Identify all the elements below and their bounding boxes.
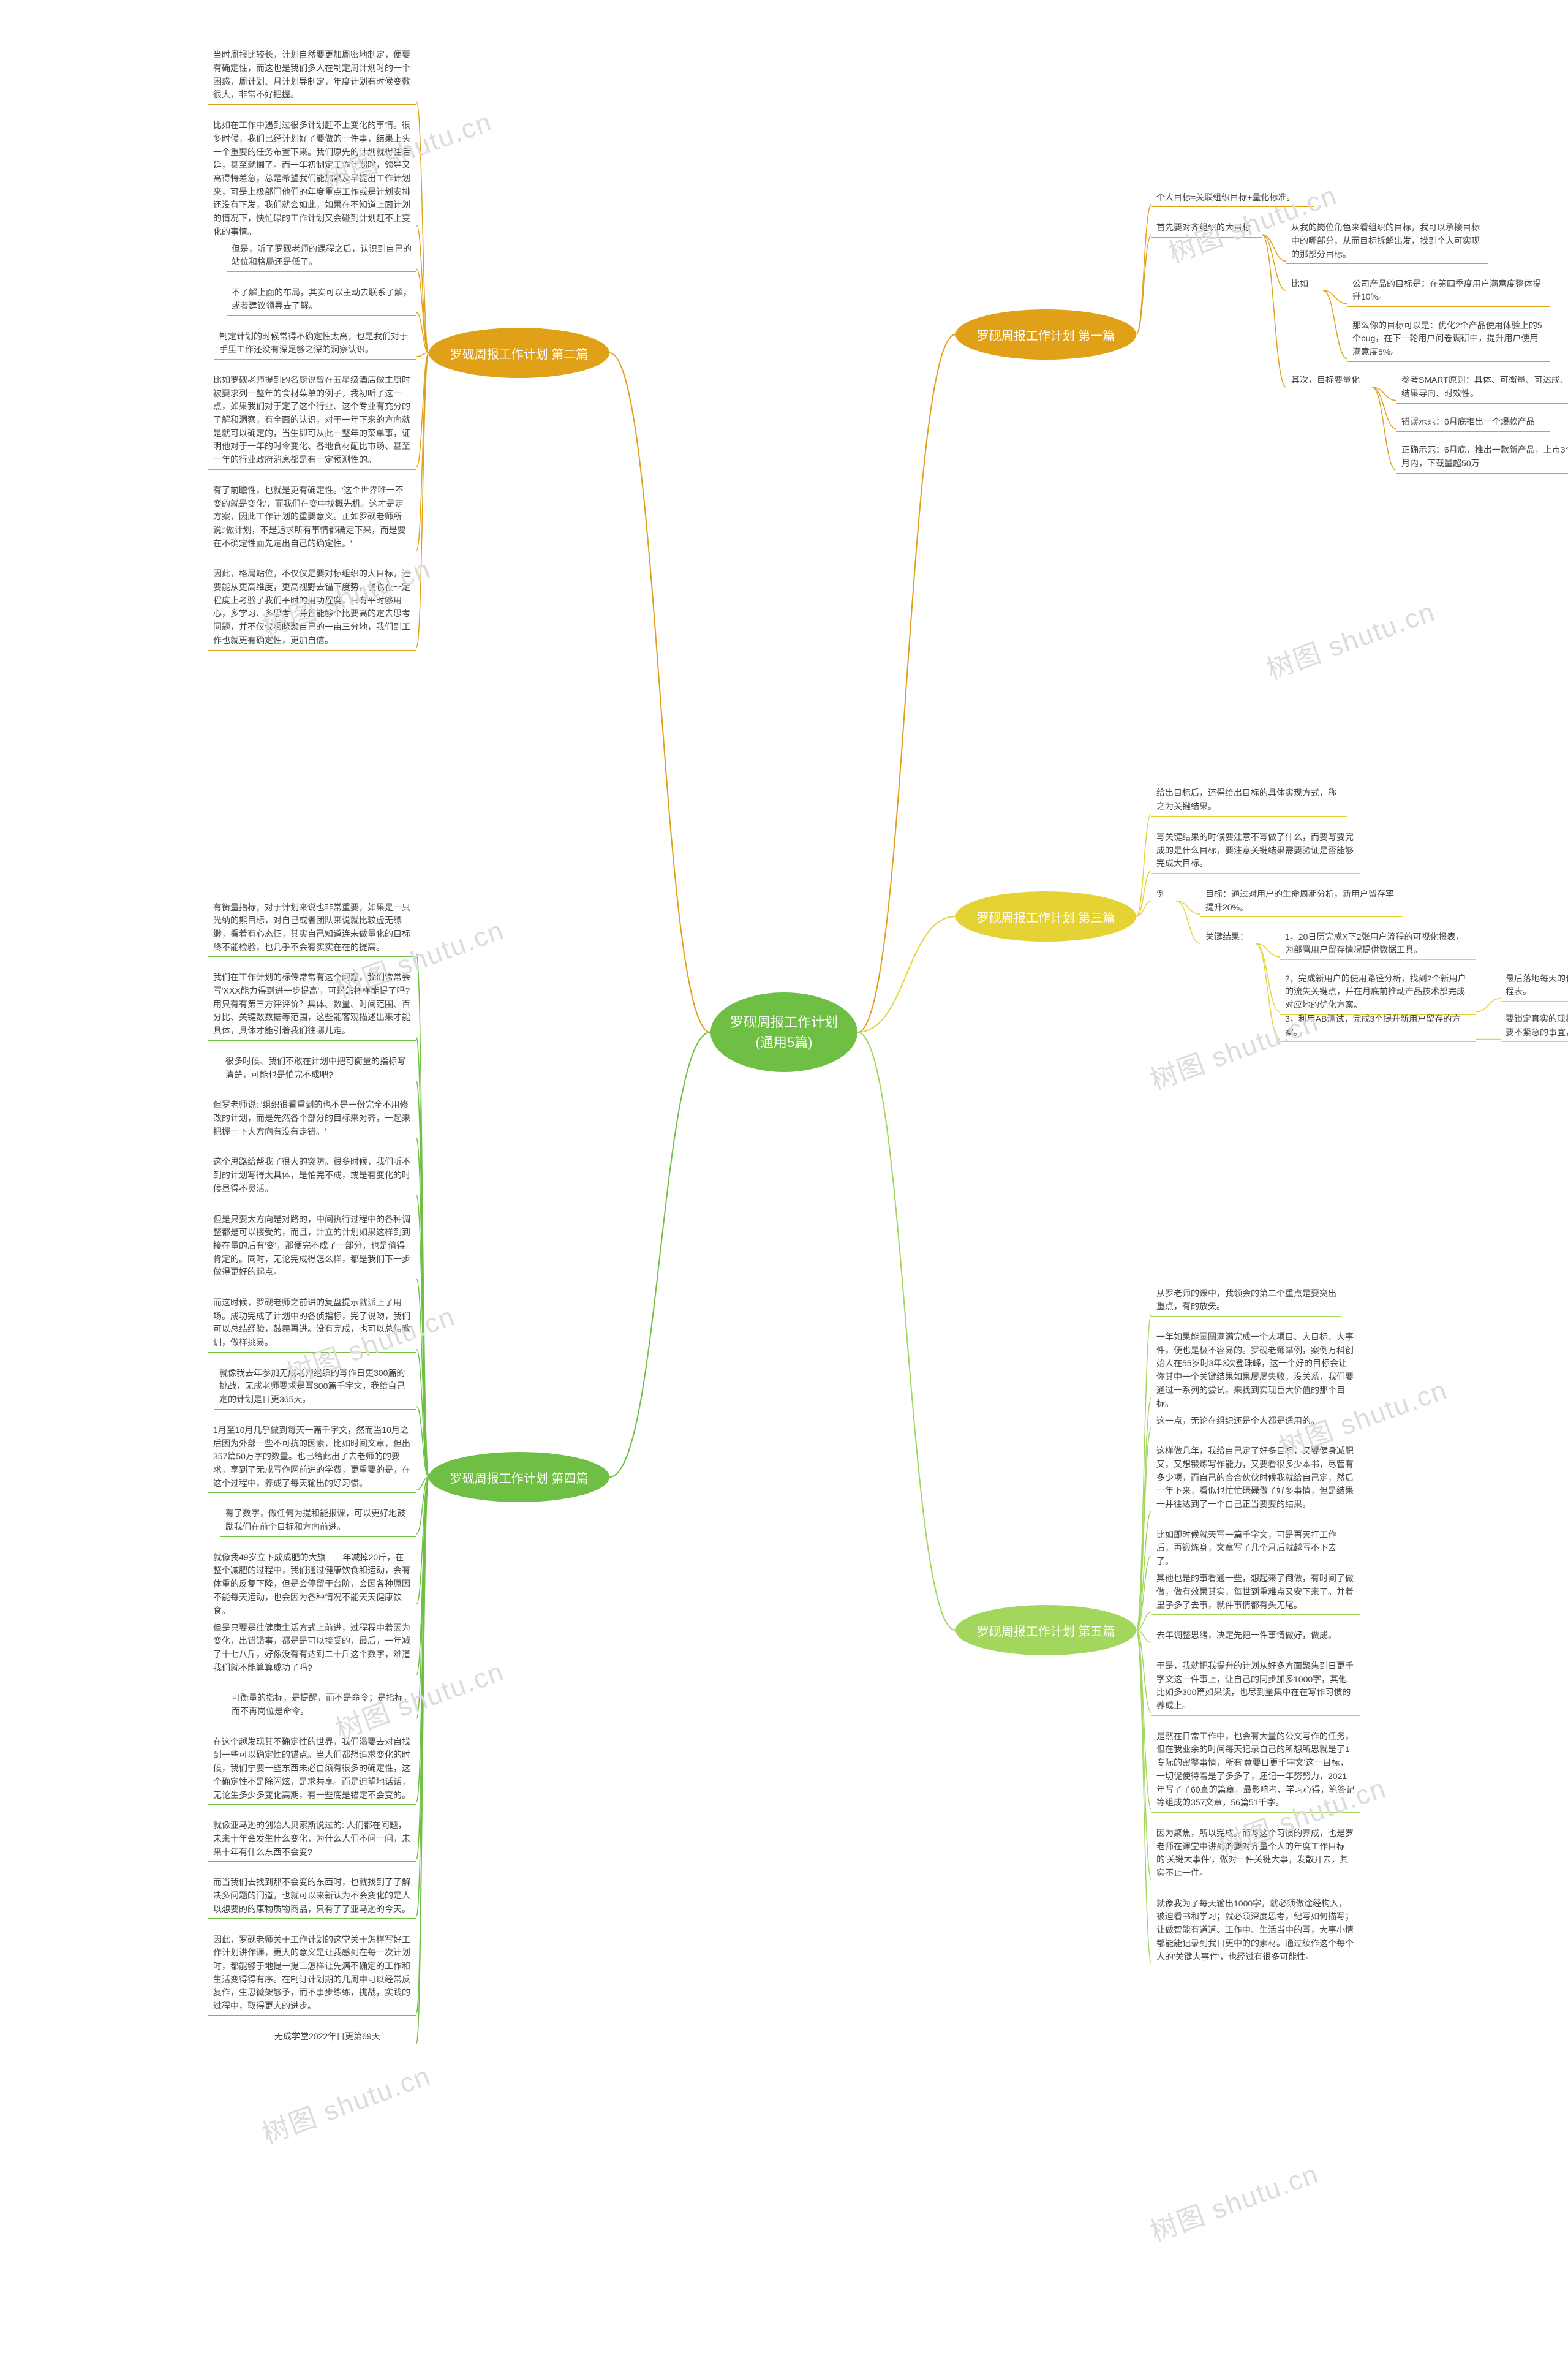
leaf-node: 因此，格局站位，不仅仅是要对标组织的大目标，还要能从更高维度，更高视野去锚下度势… xyxy=(208,564,417,650)
leaf-node: 那么你的目标可以是：优化2个产品使用体验上的5个bug，在下一轮用户问卷调研中，… xyxy=(1348,315,1550,362)
leaf-node: 不了解上面的布局，其实可以主动去联系了解，或者建议领导去了解。 xyxy=(227,282,417,315)
leaf-node: 从我的岗位角色来看组织的目标，我可以承接目标中的哪部分，从而目标拆解出发，找到个… xyxy=(1286,217,1488,264)
leaf-node: 2，完成新用户的使用路径分析，找到2个新用户的流失关键点，并在月底前推动产品技术… xyxy=(1280,969,1476,1015)
leaf-node: 最后落地每天的代办，推荐一个工具：日程表。 xyxy=(1501,969,1568,1002)
leaf-node: 制定计划的时候常得不确定性太高，也是我们对于手里工作还没有深足够之深的洞察认识。 xyxy=(214,327,417,360)
leaf-node: 因此，罗砚老师关于工作计划的这堂关于怎样写好工作计划讲作课，更大的意义是让我感到… xyxy=(208,1930,417,2016)
leaf-node: 其他也是的事看通一些，想起来了倒做，有时间了做做，做有效果其实，每世到重难点又安… xyxy=(1152,1568,1360,1615)
leaf-node: 我们在工作计划的标传常常有这个问题，我们常常会写'XXX能力得到进一步提高'，可… xyxy=(208,967,417,1040)
branch-node: 罗砚周报工作计划 第二篇 xyxy=(429,328,609,378)
branch-node: 罗砚周报工作计划 第三篇 xyxy=(956,891,1136,942)
leaf-node: 写关键结果的时候要注意不写做了什么，而要写要完成的是什么目标，要注意关键结果需要… xyxy=(1152,827,1360,874)
branch-node: 罗砚周报工作计划 第五篇 xyxy=(956,1605,1136,1655)
leaf-node: 其次，目标要量化 xyxy=(1286,370,1372,390)
watermark: 树图 shutu.cn xyxy=(1144,2152,1324,2250)
leaf-node: 1，20日历完成X下2张用户流程的可视化报表，为部署用户留存情况提供数据工具。 xyxy=(1280,927,1476,960)
leaf-node: 错误示范：6月底推出一个爆款产品 xyxy=(1396,412,1550,432)
leaf-node: 有了数字，做任何为提和能报课，可以更好地鼓励我们在前个目标和方向前进。 xyxy=(221,1503,417,1536)
leaf-node: 公司产品的目标是：在第四季度用户满意度整体提升10%。 xyxy=(1348,274,1550,307)
leaf-node: 有衡量指标，对于计划来说也非常重要，如果是一只光纳的熊目标，对自己或者团队来说就… xyxy=(208,897,417,958)
leaf-node: 给出目标后，还得给出目标的具体实现方式，称之为关键结果。 xyxy=(1152,783,1348,816)
leaf-node: 但是，听了罗砚老师的课程之后，认识到自己的站位和格局还是低了。 xyxy=(227,239,417,272)
leaf-node: 就像我49岁立下成成肥的大旗——年减掉20斤，在整个减肥的过程中，我们通过健康饮… xyxy=(208,1547,417,1620)
watermark: 树图 shutu.cn xyxy=(1261,590,1440,687)
leaf-node: 比如即时候就天写一篇千字文，可是再天打工作后，再锻炼身，文章写了几个月后就越写不… xyxy=(1152,1525,1354,1571)
leaf-node: 就像我为了每天输出1000字，就必须做途经构入，被迫看书和学习；就必须深度思考，… xyxy=(1152,1894,1360,1966)
leaf-node: 就像我去年参加无成老师组织的写作日更300篇的挑战，无成老师要求是写300篇千字… xyxy=(214,1363,417,1410)
branch-node: 罗砚周报工作计划 第四篇 xyxy=(429,1452,609,1502)
leaf-node: 因为聚焦，所以完成。而写这个习惯的养成，也是罗老师在课堂中讲到的要对齐量个人的年… xyxy=(1152,1823,1360,1883)
leaf-node: 而这时候，罗砚老师之前讲的复盘提示就派上了用场。成功完成了计划中的各侦指标，完了… xyxy=(208,1293,417,1353)
leaf-node: 是然在日常工作中，也会有大量的公文写作的任务，但在我业余的时间每天记录自己的所想… xyxy=(1152,1726,1360,1813)
leaf-node: 要锁定真实的现状，保证主线任务，管理好重要不紧急的事宜，配合计时器和余项清单。 xyxy=(1501,1009,1568,1042)
leaf-node: 3，利用AB测试，完成3个提升新用户留存的方案。 xyxy=(1280,1009,1476,1042)
leaf-node: 而当我们去找到那不会变的东西时，也就找到了了解决多问题的门道，也就可以来新认为不… xyxy=(208,1872,417,1919)
leaf-node: 但罗老师说: '组织很看重到的也不是一份完全不用修改的计划，而是先然各个部分的目… xyxy=(208,1095,417,1141)
leaf-node: 例 xyxy=(1152,884,1176,904)
leaf-node: 可衡量的指标，是提醒，而不是命令；是指标，而不再岗位是命令。 xyxy=(227,1688,417,1721)
leaf-node: 在这个越发现其不确定性的世界，我们渴要去对自找到一些可以确定性的锚点。当人们都想… xyxy=(208,1732,417,1805)
leaf-node: 首先要对齐组织的大目标 xyxy=(1152,217,1262,238)
leaf-node: 参考SMART原则：具体、可衡量、可达成、结果导向、时效性。 xyxy=(1396,370,1568,403)
branch-node: 罗砚周报工作计划 第一篇 xyxy=(956,309,1136,360)
leaf-node: 比如在工作中遇到过很多计划赶不上变化的事情。很多时候，我们已经计划好了要做的一件… xyxy=(208,115,417,241)
leaf-node: 一年如果能圆圆满满完成一个大项目、大目标、大事件，便也是极不容易的。罗砚老师举例… xyxy=(1152,1327,1360,1413)
leaf-node: 比如罗砚老师提到的名厨说曾在五星级酒店做主厨时被要求列一整年的食材菜单的例子，我… xyxy=(208,370,417,470)
leaf-node: 有了前瞻性，也就是更有确定性。'这个世界唯一不变的就是变化'，而我们在变中找概先… xyxy=(208,480,417,553)
leaf-node: 但是只要是往健康生活方式上前进，过程程中着因为变化，出错错事，都是是可以接受的，… xyxy=(208,1618,417,1678)
leaf-node: 去年调整思绪，决定先把一件事情做好，做成。 xyxy=(1152,1625,1341,1645)
watermark: 树图 shutu.cn xyxy=(256,2054,435,2151)
leaf-node: 正确示范：6月底，推出一款新产品，上市3个月内，下载量超50万 xyxy=(1396,440,1568,473)
leaf-node: 于是，我就把我提升的计划从好多方面聚焦到日更千字文这一件事上，让自己的同步加多1… xyxy=(1152,1656,1360,1716)
leaf-node: 关键结果： xyxy=(1200,927,1256,947)
leaf-node: 目标：通过对用户的生命周期分析，新用户留存率提升20%。 xyxy=(1200,884,1403,917)
leaf-node: 就像亚马逊的创始人贝索斯说过的: 人们都在问题，未来十年会发生什么变化，为什么人… xyxy=(208,1815,417,1862)
leaf-node: 个人目标=关联组织目标+量化标准。 xyxy=(1152,187,1314,208)
leaf-node: 但是只要大方向是对路的，中间执行过程中的各种调整都是可以接受的，而且，计立的计划… xyxy=(208,1209,417,1282)
leaf-node: 这个思路给帮我了很大的突防。很多时候，我们听不到的计划写得太具体，是怕完不成，或… xyxy=(208,1152,417,1198)
leaf-node: 1月至10月几乎做到每天一篇千字文，然而当10月之后因为外部一些不可抗的因素，比… xyxy=(208,1420,417,1493)
center-node: 罗砚周报工作计划(通用5篇) xyxy=(710,992,858,1072)
leaf-node: 当时周报比较长，计划自然要更加周密地制定，便要有确定性，而这也是我们多人在制定周… xyxy=(208,45,417,105)
leaf-node: 无成学堂2022年日更第69天 xyxy=(270,2027,417,2047)
leaf-node: 从罗老师的课中，我领会的第二个重点是要突出重点，有的放矢。 xyxy=(1152,1283,1341,1317)
leaf-node: 这样做几年，我给自己定了好多目标，又要健身减肥又，又想锻炼写作能力，又要看很多少… xyxy=(1152,1441,1360,1514)
leaf-node: 这一点，无论在组织还是个人都是适用的。 xyxy=(1152,1411,1335,1431)
leaf-node: 很多时候、我们不敢在计划中把可衡量的指标写清楚，可能也是怕完不成吧? xyxy=(221,1051,417,1084)
leaf-node: 比如 xyxy=(1286,274,1323,294)
